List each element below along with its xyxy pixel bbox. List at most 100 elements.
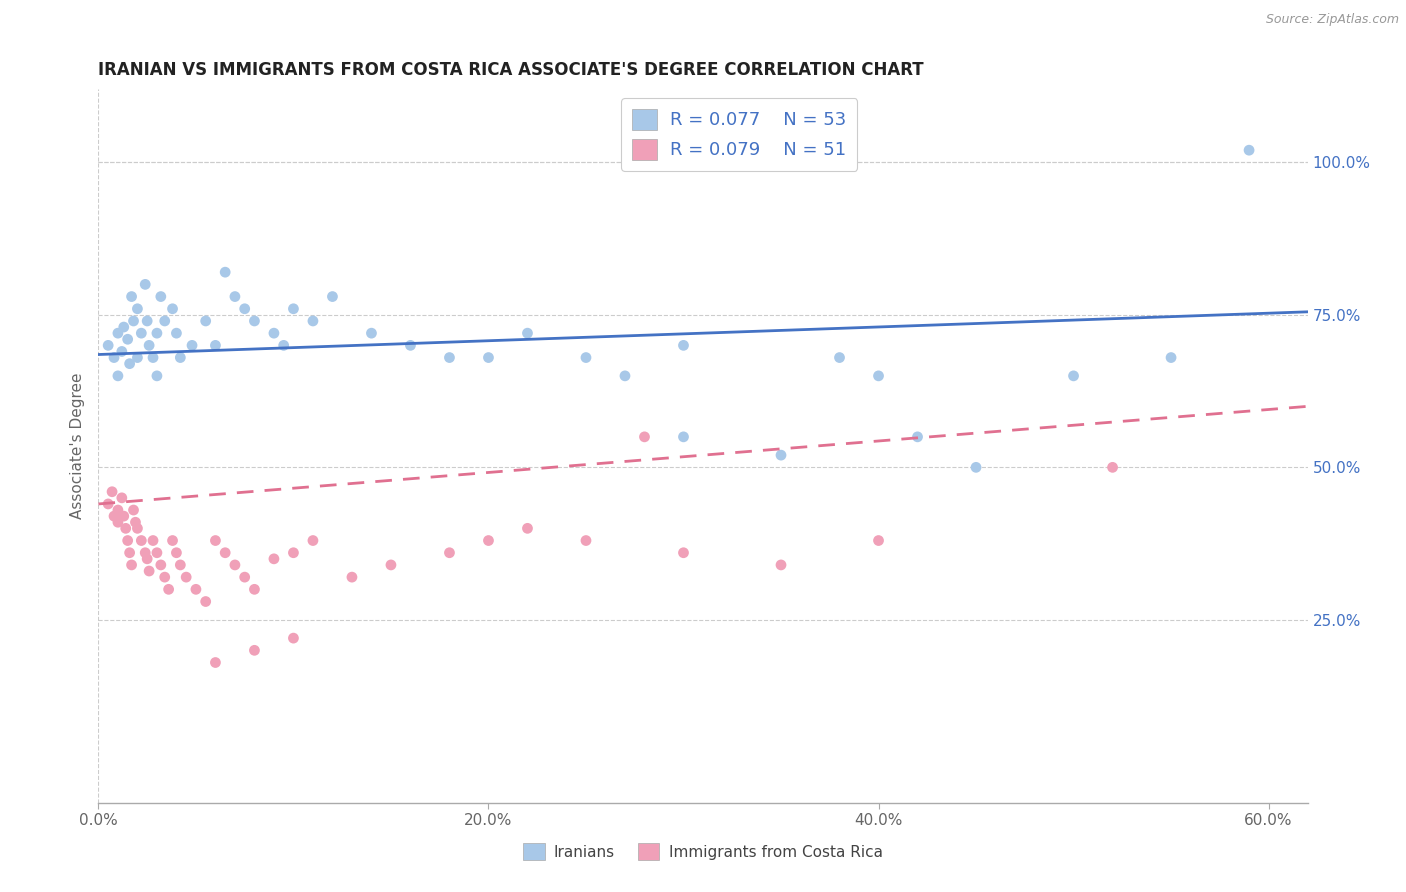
Point <box>165 546 187 560</box>
Point <box>103 509 125 524</box>
Point <box>439 351 461 365</box>
Point <box>107 515 129 529</box>
Point <box>516 326 538 341</box>
Point <box>868 368 890 383</box>
Point <box>302 314 325 328</box>
Point <box>112 320 135 334</box>
Point <box>1063 368 1085 383</box>
Point <box>194 314 217 328</box>
Point <box>157 582 180 597</box>
Point <box>107 503 129 517</box>
Point <box>121 558 143 572</box>
Point <box>224 289 246 303</box>
Point <box>118 546 141 560</box>
Legend: Iranians, Immigrants from Costa Rica: Iranians, Immigrants from Costa Rica <box>517 837 889 866</box>
Point <box>769 558 792 572</box>
Point <box>111 491 134 505</box>
Point <box>142 533 165 548</box>
Point <box>575 351 598 365</box>
Point <box>672 430 695 444</box>
Point <box>122 314 145 328</box>
Point <box>243 643 266 657</box>
Point <box>233 301 256 316</box>
Point <box>138 338 160 352</box>
Point <box>131 533 153 548</box>
Point <box>149 289 172 303</box>
Point <box>149 558 172 572</box>
Point <box>360 326 382 341</box>
Point <box>672 546 695 560</box>
Text: IRANIAN VS IMMIGRANTS FROM COSTA RICA ASSOCIATE'S DEGREE CORRELATION CHART: IRANIAN VS IMMIGRANTS FROM COSTA RICA AS… <box>98 62 924 79</box>
Point <box>117 533 139 548</box>
Point <box>121 289 143 303</box>
Point <box>516 521 538 535</box>
Text: Source: ZipAtlas.com: Source: ZipAtlas.com <box>1265 13 1399 27</box>
Point <box>169 558 191 572</box>
Point <box>828 351 851 365</box>
Point <box>127 301 149 316</box>
Point <box>127 521 149 535</box>
Point <box>243 582 266 597</box>
Point <box>117 332 139 346</box>
Point <box>184 582 207 597</box>
Point <box>146 368 169 383</box>
Point <box>136 314 159 328</box>
Point <box>243 314 266 328</box>
Point <box>103 351 125 365</box>
Point <box>769 448 792 462</box>
Point <box>340 570 363 584</box>
Point <box>114 521 136 535</box>
Point <box>136 551 159 566</box>
Point <box>477 533 499 548</box>
Point <box>112 509 135 524</box>
Point <box>204 656 226 670</box>
Point <box>868 533 890 548</box>
Point <box>233 570 256 584</box>
Point <box>321 289 343 303</box>
Point <box>107 368 129 383</box>
Point <box>111 344 134 359</box>
Point <box>633 430 655 444</box>
Point <box>97 338 120 352</box>
Point <box>97 497 120 511</box>
Point <box>118 357 141 371</box>
Point <box>162 301 184 316</box>
Point <box>263 551 285 566</box>
Point <box>165 326 187 341</box>
Point <box>614 368 637 383</box>
Point <box>127 351 149 365</box>
Point <box>174 570 197 584</box>
Point <box>204 533 226 548</box>
Point <box>107 326 129 341</box>
Y-axis label: Associate's Degree: Associate's Degree <box>70 373 86 519</box>
Point <box>153 314 176 328</box>
Point <box>162 533 184 548</box>
Point <box>214 546 236 560</box>
Point <box>263 326 285 341</box>
Point <box>142 351 165 365</box>
Point <box>194 594 217 608</box>
Point <box>169 351 191 365</box>
Point <box>399 338 422 352</box>
Point <box>907 430 929 444</box>
Point <box>153 570 176 584</box>
Point <box>283 631 305 645</box>
Point <box>965 460 987 475</box>
Point <box>122 503 145 517</box>
Point <box>146 326 169 341</box>
Point <box>439 546 461 560</box>
Point <box>131 326 153 341</box>
Point <box>124 515 146 529</box>
Point <box>146 546 169 560</box>
Point <box>1237 143 1260 157</box>
Point <box>302 533 325 548</box>
Point <box>575 533 598 548</box>
Point <box>283 301 305 316</box>
Point <box>138 564 160 578</box>
Point <box>283 546 305 560</box>
Point <box>134 277 156 292</box>
Point <box>477 351 499 365</box>
Point <box>672 338 695 352</box>
Point <box>214 265 236 279</box>
Point <box>380 558 402 572</box>
